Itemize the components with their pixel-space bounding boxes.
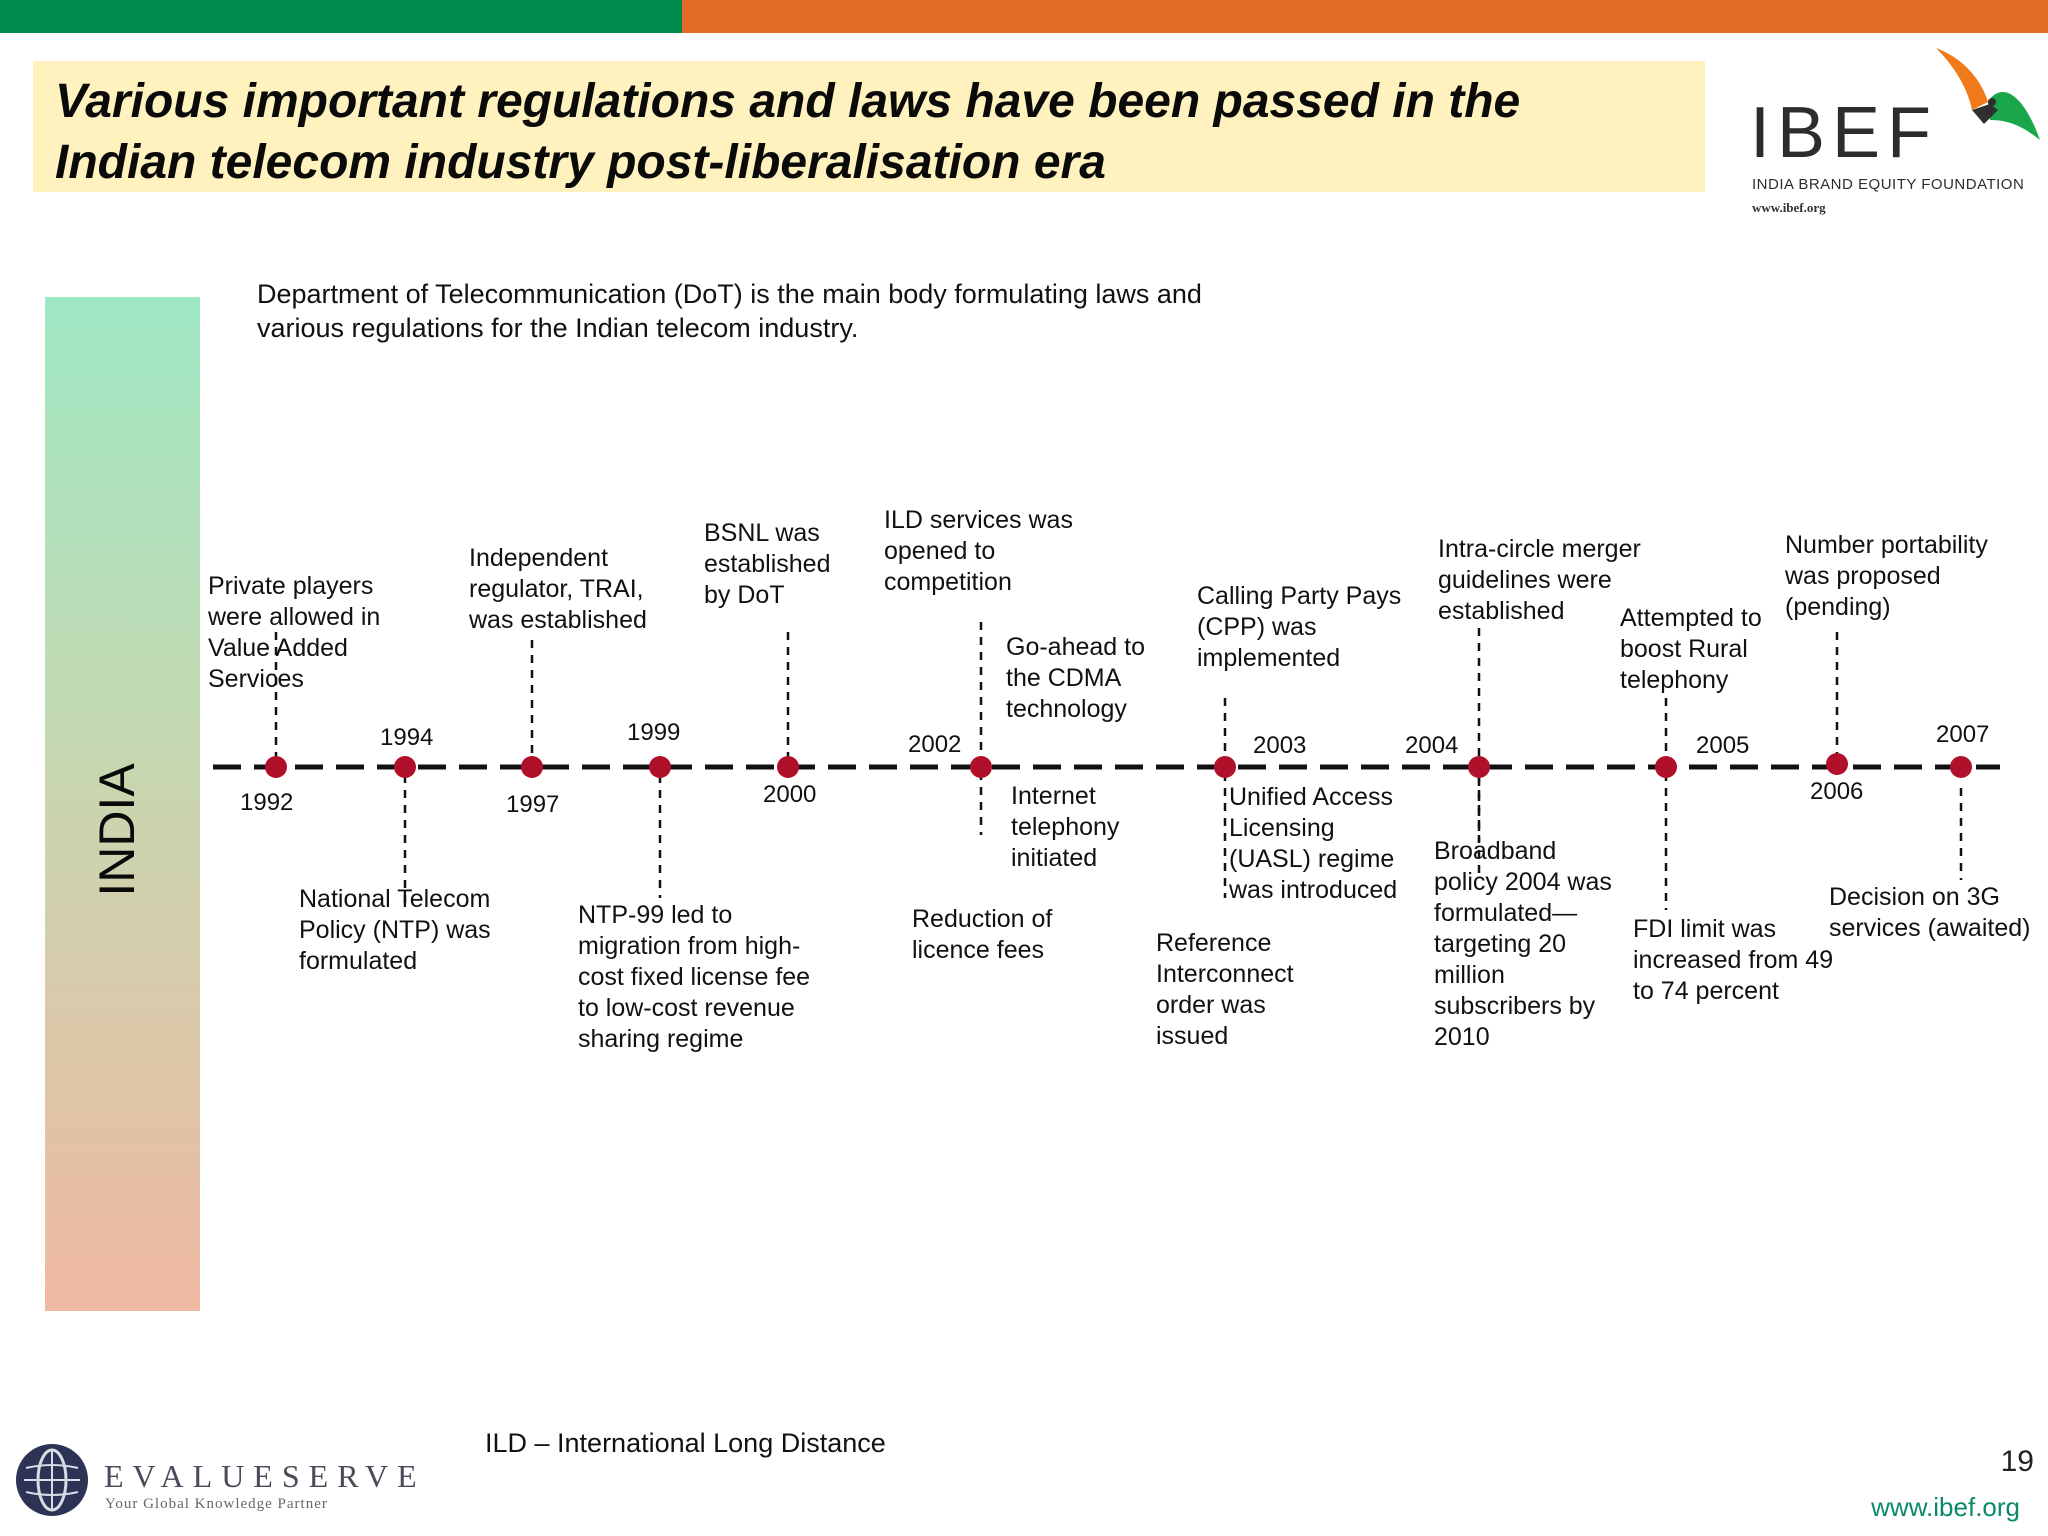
event-label: Unified Access Licensing (UASL) regime w… [1229,783,1398,904]
year-label: 2000 [763,781,817,808]
dot-1997 [521,756,543,778]
dot-2004 [1468,756,1490,778]
evalueserve-wordmark: EVALUESERVE [104,1458,426,1494]
evalueserve-logo: EVALUESERVE Your Global Knowledge Partne… [12,1440,417,1520]
title-banner: Various important regulations and laws h… [33,61,1705,192]
year-label: 2003 [1253,732,1307,759]
dot-2007 [1950,756,1972,778]
event-label: National Telecom Policy (NTP) was formul… [299,885,491,975]
event-label: FDI limit was increased from 49 to 74 pe… [1633,915,1834,1005]
india-gradient-band [45,297,200,1311]
bird-icon [1936,48,2040,140]
dot-2002 [970,756,992,778]
event-label: NTP-99 led to migration from high-cost f… [578,901,811,1053]
intro-text: Department of Telecommunication (DoT) is… [257,279,1202,343]
ibef-logo-url: www.ibef.org [1752,200,1826,215]
event-label: Broadband policy 2004 was formulated—tar… [1434,837,1612,1051]
dot-1999 [649,756,671,778]
event-label: Go-ahead to the CDMA technology [1006,633,1145,723]
dot-2005 [1655,756,1677,778]
globe-icon [16,1444,88,1516]
event-label: Attempted to boost Rural telephony [1620,604,1762,694]
dot-2000 [777,756,799,778]
event-label: Calling Party Pays (CPP) was implemented [1197,582,1402,672]
dot-2006 [1826,753,1848,775]
event-label: Intra-circle merger guidelines were esta… [1438,535,1641,625]
year-label: 2002 [908,731,962,758]
event-label: BSNL was established by DoT [704,519,831,609]
year-label: 2004 [1405,732,1459,759]
event-label: Internet telephony initiated [1011,782,1120,872]
dot-1994 [394,756,416,778]
dot-1992 [265,756,287,778]
event-label: Reference Interconnect order was issued [1156,929,1294,1050]
top-bar-orange [682,0,2048,33]
year-label: 2007 [1936,721,1990,748]
event-label: Independent regulator, TRAI, was establi… [469,544,647,634]
footer-url-link[interactable]: www.ibef.org [1871,1492,2020,1522]
year-label: 1994 [380,724,434,751]
event-label: Number portability was proposed (pending… [1785,531,1988,621]
top-bar-green [0,0,682,33]
event-label: Decision on 3G services (awaited) [1829,883,2031,942]
connector-group [274,622,1963,910]
event-label: ILD services was opened to competition [884,506,1073,596]
year-label: 1997 [506,791,560,818]
event-label: Private players were allowed in Value Ad… [208,572,381,693]
ibef-tagline: INDIA BRAND EQUITY FOUNDATION [1752,176,2025,193]
year-label: 2005 [1696,732,1750,759]
event-label: Reduction of licence fees [912,905,1053,964]
dot-group [265,753,1972,778]
ibef-wordmark: IBEF [1750,93,1939,173]
footnote: ILD – International Long Distance [485,1428,886,1458]
year-label: 1992 [240,789,294,816]
slide-title: Various important regulations and laws h… [55,75,1521,189]
page-number: 19 [2000,1445,2034,1478]
year-label: 1999 [627,719,681,746]
evalueserve-tagline: Your Global Knowledge Partner [105,1496,328,1512]
dot-2003 [1214,756,1236,778]
year-label: 2006 [1810,778,1864,805]
ibef-logo: IBEF INDIA BRAND EQUITY FOUNDATION www.i… [1748,40,2048,220]
